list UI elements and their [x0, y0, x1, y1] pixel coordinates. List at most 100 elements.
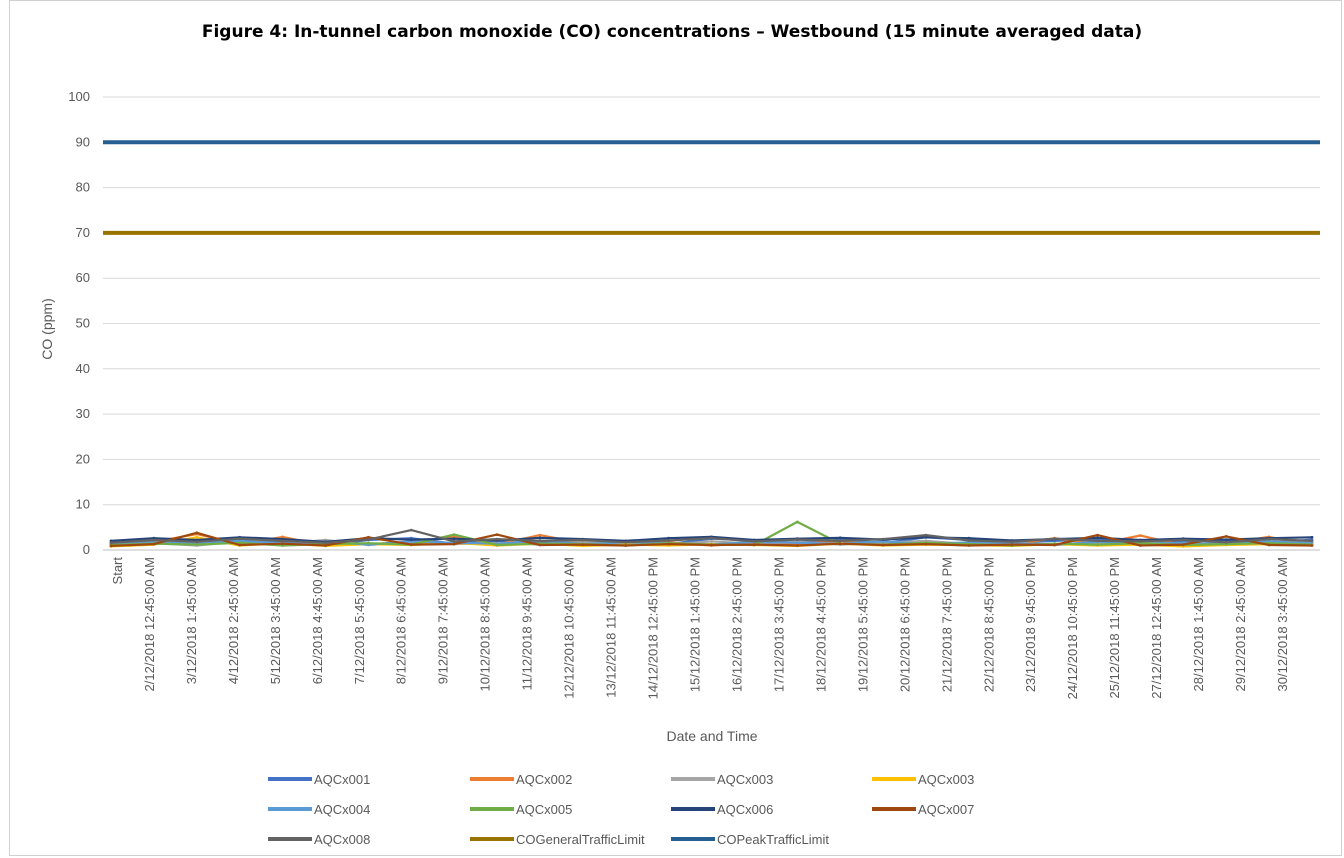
- data-point: [409, 538, 413, 541]
- data-point: [281, 542, 284, 546]
- x-tick-label: 13/12/2018 11:45:00 AM: [604, 557, 619, 698]
- x-tick-labels: Start 2/12/2018 12:45:00 AM 3/12/2018 1:45…: [110, 557, 1290, 700]
- x-tick-label: 23/12/2018 9:45:00 PM: [1023, 557, 1038, 692]
- data-point: [667, 536, 670, 540]
- data-point: [624, 544, 628, 547]
- data-point: [838, 536, 842, 540]
- data-point: [795, 544, 799, 547]
- data-point: [409, 528, 413, 532]
- y-tick-label-50: 50: [76, 316, 90, 331]
- data-point: [710, 543, 713, 547]
- data-point: [538, 536, 542, 540]
- data-point: [1053, 543, 1056, 547]
- data-point: [1096, 543, 1099, 546]
- data-point: [924, 542, 928, 546]
- x-tick-label: 27/12/2018 12:45:00 AM: [1149, 557, 1164, 699]
- data-point: [324, 544, 327, 547]
- data-point: [1310, 544, 1314, 547]
- data-point: [195, 540, 199, 544]
- data-point: [710, 540, 713, 543]
- y-tick-label-60: 60: [76, 270, 90, 285]
- data-point: [409, 543, 413, 546]
- data-point: [838, 539, 842, 543]
- legend-item: COPeakTrafficLimit: [671, 830, 829, 848]
- data-point: [1139, 544, 1142, 547]
- legend-label: AQCx004: [314, 801, 371, 817]
- y-tick-label-70: 70: [76, 225, 90, 240]
- legend-swatch: [268, 837, 312, 841]
- x-tick-label: 24/12/2018 10:45:00 PM: [1065, 557, 1080, 699]
- legend-swatch: [671, 807, 715, 811]
- x-axis-label: Date and Time: [666, 728, 757, 744]
- data-point: [1096, 536, 1099, 540]
- data-point: [238, 537, 242, 541]
- legend-swatch: [872, 777, 916, 781]
- chart-title: Figure 4: In-tunnel carbon monoxide (CO)…: [201, 22, 1143, 42]
- data-point: [1139, 534, 1142, 537]
- data-point: [152, 538, 156, 542]
- legend-label: AQCx007: [918, 801, 975, 817]
- data-point: [195, 535, 199, 539]
- data-point: [367, 541, 370, 545]
- y-tick-label-30: 30: [76, 406, 90, 421]
- legend-label: AQCx002: [516, 771, 573, 787]
- x-tick-label: 29/12/2018 2:45:00 AM: [1233, 557, 1248, 691]
- data-point: [281, 535, 284, 539]
- x-tick-label: 10/12/2018 8:45:00 AM: [478, 557, 493, 691]
- data-point: [1181, 543, 1185, 546]
- data-point: [667, 539, 670, 542]
- data-point: [1181, 538, 1185, 542]
- legend-label: COPeakTrafficLimit: [717, 831, 829, 847]
- data-point: [581, 538, 585, 542]
- data-point: [538, 543, 542, 547]
- data-point: [195, 531, 199, 535]
- data-point: [1224, 535, 1228, 538]
- data-point: [495, 533, 499, 536]
- data-point: [1010, 540, 1014, 544]
- x-tick-label: 8/12/2018 6:45:00 AM: [394, 557, 409, 684]
- data-point: [495, 537, 499, 541]
- legend-label: AQCx001: [314, 771, 371, 787]
- legend-item: AQCx006: [671, 800, 773, 818]
- x-tick-label: 15/12/2018 1:45:00 PM: [688, 557, 703, 692]
- data-point: [195, 543, 199, 546]
- x-tick-label: 2/12/2018 12:45:00 AM: [142, 557, 157, 691]
- gridlines: [103, 96, 1320, 551]
- data-point: [367, 538, 370, 541]
- data-point: [238, 543, 242, 547]
- y-tick-label-100: 100: [68, 89, 90, 104]
- data-point: [1224, 538, 1228, 541]
- data-point: [881, 543, 885, 547]
- data-point: [452, 537, 456, 541]
- data-point: [324, 541, 327, 545]
- data-point: [1267, 537, 1271, 541]
- data-point: [538, 533, 542, 537]
- y-tick-label-10: 10: [76, 497, 90, 512]
- data-point: [753, 543, 756, 546]
- data-point: [109, 541, 113, 545]
- legend-swatch: [872, 807, 916, 811]
- x-tick-label: 16/12/2018 2:45:00 PM: [729, 557, 744, 692]
- data-point: [795, 541, 799, 545]
- legend-label: AQCx008: [314, 831, 371, 847]
- x-tick-label: 7/12/2018 5:45:00 AM: [352, 557, 367, 684]
- series-group: [103, 140, 1320, 548]
- y-tick-label-40: 40: [76, 361, 90, 376]
- data-point: [109, 544, 113, 548]
- legend-item: AQCx008: [268, 830, 370, 848]
- x-tick-label: Start: [110, 557, 125, 585]
- x-tick-label: 18/12/2018 4:45:00 PM: [813, 557, 828, 692]
- x-tick-label: 30/12/2018 3:45:00 AM: [1275, 557, 1290, 691]
- y-tick-labels: 0 10 20 30 40 50 60 70 80 90 100: [68, 89, 90, 557]
- legend-swatch: [470, 807, 514, 811]
- data-point: [1310, 535, 1314, 539]
- data-point: [838, 542, 842, 546]
- x-tick-label: 4/12/2018 2:45:00 AM: [226, 557, 241, 684]
- x-tick-label: 25/12/2018 11:45:00 PM: [1107, 557, 1122, 698]
- legend-swatch: [470, 777, 514, 781]
- data-point: [710, 536, 713, 540]
- legend-label: COGeneralTrafficLimit: [516, 831, 645, 847]
- data-point: [881, 537, 885, 541]
- legend-item: AQCx004: [268, 800, 370, 818]
- legend-item: AQCx005: [470, 800, 572, 818]
